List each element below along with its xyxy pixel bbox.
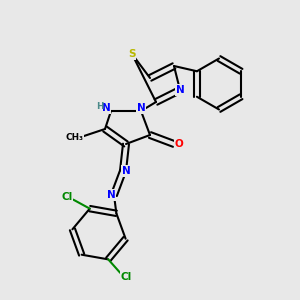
Text: N: N <box>136 103 146 113</box>
Text: Cl: Cl <box>61 192 73 202</box>
Text: H: H <box>96 102 103 111</box>
Text: CH₃: CH₃ <box>66 134 84 142</box>
Text: N: N <box>122 166 130 176</box>
Text: Cl: Cl <box>121 272 132 282</box>
Text: S: S <box>128 49 136 59</box>
Text: N: N <box>176 85 184 95</box>
Text: N: N <box>102 103 111 113</box>
Text: N: N <box>106 190 116 200</box>
Text: O: O <box>174 139 183 149</box>
